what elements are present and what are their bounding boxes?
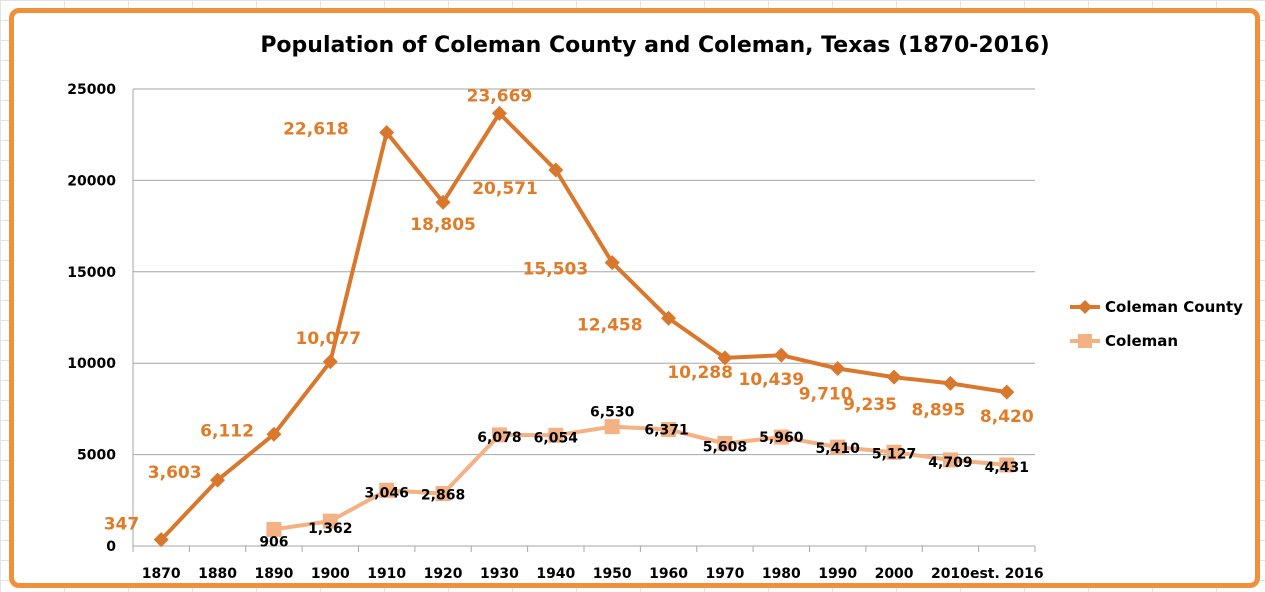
data-label-coleman-county: 12,458 — [577, 315, 643, 335]
data-label-coleman: 1,362 — [308, 521, 352, 537]
data-point-square — [830, 439, 846, 455]
y-tick-label: 20000 — [67, 173, 116, 189]
series-line-1 — [271, 424, 1009, 532]
data-point-square — [773, 429, 789, 445]
data-label-coleman: 6,530 — [590, 405, 635, 421]
data-point-diamond — [210, 472, 226, 488]
data-label-coleman-county: 347 — [104, 515, 140, 535]
y-tick-label: 15000 — [67, 265, 116, 281]
data-point-square — [266, 521, 282, 537]
data-point-diamond — [604, 255, 620, 271]
data-label-coleman-county: 6,112 — [200, 421, 254, 441]
legend-marker-diamond — [1078, 300, 1092, 314]
data-label-coleman-county: 10,077 — [296, 329, 362, 349]
data-label-coleman-county: 8,895 — [912, 400, 966, 420]
x-tick-label: 1950 — [593, 566, 632, 582]
data-label-coleman-county: 8,420 — [980, 407, 1034, 427]
data-labels: 347 3,603 6,112 10,077 22,618 18,805 23,669 20,… — [104, 86, 1034, 550]
data-label-coleman-county: 3,603 — [148, 463, 202, 483]
x-tick-label: 1940 — [536, 566, 575, 582]
legend-marker-square — [1078, 334, 1092, 348]
data-point-square — [717, 435, 733, 451]
data-label-coleman-county: 9,710 — [799, 385, 853, 405]
x-tick-label: 1980 — [762, 566, 801, 582]
data-point-square — [886, 444, 902, 460]
data-label-coleman: 3,046 — [365, 485, 409, 501]
x-tick-label: 2010 — [931, 566, 970, 582]
chart-title: Population of Coleman County and Coleman… — [260, 33, 1049, 58]
data-label-coleman-county: 22,618 — [283, 120, 349, 140]
data-label-coleman: 5,127 — [872, 446, 916, 462]
data-label-coleman-county: 10,439 — [739, 370, 805, 390]
data-label-coleman: 6,078 — [477, 430, 521, 446]
data-point-square — [604, 419, 620, 435]
data-label-coleman-county: 15,503 — [523, 260, 589, 280]
data-point-square — [999, 457, 1015, 473]
data-point-diamond — [266, 426, 282, 442]
x-tick-label: 1900 — [311, 566, 350, 582]
data-point-diamond — [548, 162, 564, 178]
x-tick-label: est. 2016 — [970, 566, 1044, 582]
data-point-diamond — [999, 384, 1015, 400]
data-point-square — [379, 482, 395, 498]
x-tick-label: 1910 — [367, 566, 406, 582]
y-tick-label: 0 — [106, 539, 116, 555]
y-tick-label: 25000 — [67, 82, 116, 98]
x-tick-label: 1960 — [649, 566, 688, 582]
data-point-diamond — [830, 361, 846, 377]
x-tick-label: 1870 — [142, 566, 181, 582]
x-tick-label: 1990 — [818, 566, 857, 582]
gridlines — [133, 88, 1035, 456]
data-point-square — [491, 427, 507, 443]
data-point-square — [548, 427, 564, 443]
y-tick-label: 5000 — [77, 448, 116, 464]
y-tick-label: 10000 — [67, 356, 116, 372]
data-point-diamond — [886, 369, 902, 385]
data-point-diamond — [717, 350, 733, 366]
data-point-square — [435, 486, 451, 502]
x-tick-label: 2000 — [875, 566, 914, 582]
data-label-coleman: 6,054 — [534, 430, 579, 446]
data-point-diamond — [435, 194, 451, 210]
x-tick-label: 1970 — [705, 566, 744, 582]
data-label-coleman: 5,608 — [703, 439, 747, 455]
data-label-coleman: 2,868 — [421, 488, 465, 504]
axes: 0 5000 10000 15000 20000 25000 1870 1880 1890 190… — [67, 82, 1043, 582]
data-point-diamond — [661, 310, 677, 326]
data-point-square — [942, 452, 958, 468]
data-label-coleman: 5,960 — [759, 430, 804, 446]
x-tick-label: 1920 — [424, 566, 463, 582]
data-point-diamond — [379, 125, 395, 141]
data-point-diamond — [153, 532, 169, 548]
data-point-square — [322, 513, 338, 529]
data-point-diamond — [491, 105, 507, 121]
data-label-coleman-county: 23,669 — [467, 86, 533, 106]
data-label-coleman: 6,371 — [644, 423, 688, 439]
data-label-coleman-county: 18,805 — [410, 215, 476, 235]
legend-label: Coleman County — [1105, 298, 1243, 316]
x-tick-label: 1890 — [254, 566, 293, 582]
data-label-coleman-county: 9,235 — [843, 395, 897, 415]
data-label-coleman: 4,709 — [928, 455, 972, 471]
legend-label: Coleman — [1105, 332, 1178, 350]
data-label-coleman: 4,431 — [985, 460, 1029, 476]
x-tick-label: 1880 — [198, 566, 237, 582]
data-label-coleman: 906 — [259, 534, 288, 550]
data-point-square — [661, 422, 677, 438]
data-label-coleman-county: 20,571 — [472, 179, 538, 199]
data-label-coleman: 5,410 — [816, 441, 861, 457]
data-point-diamond — [322, 354, 338, 370]
data-point-diamond — [773, 347, 789, 363]
x-tick-label: 1930 — [480, 566, 519, 582]
series-line-0 — [159, 111, 1009, 542]
series-lines — [153, 105, 1015, 548]
legend: Coleman County Coleman — [1070, 298, 1243, 350]
data-label-coleman-county: 10,288 — [667, 363, 733, 383]
data-point-diamond — [942, 375, 958, 391]
chart-frame — [9, 8, 1260, 588]
